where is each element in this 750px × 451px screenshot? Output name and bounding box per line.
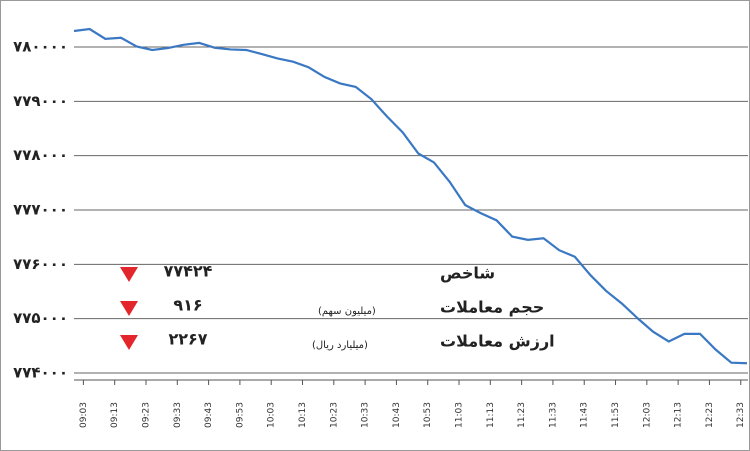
x-tick-label: 12:33 [736,402,746,428]
x-tick-label: 11:33 [548,402,558,428]
x-tick-label: 11:13 [486,402,496,428]
y-tick-label: ۷۷۷۰۰۰ [13,201,68,219]
indicator-value: ۹۱۶ [173,296,202,315]
y-tick-label: ۷۷۴۰۰۰ [13,364,68,382]
x-tick-label: 10:43 [392,402,402,428]
x-tick-label: 10:23 [329,402,339,428]
down-arrow [120,301,138,316]
indicator-label: شاخص [440,264,495,283]
x-tick-label: 09:03 [79,402,89,428]
x-tick-label: 11:53 [611,402,621,428]
x-tick-label: 12:13 [674,402,684,428]
down-arrow [120,335,138,350]
x-tick-label: 10:03 [267,402,277,428]
x-tick-label: 09:33 [173,402,183,428]
down-arrow [120,267,138,282]
x-tick-label: 10:53 [423,402,433,428]
line [73,27,748,365]
y-tick-label: ۷۸۰۰۰۰ [13,38,68,56]
indicator-value: ۲۲۶۷ [168,330,207,349]
x-tick-label: 11:03 [455,402,465,428]
y-tick-label: ۷۷۶۰۰۰ [13,255,68,273]
x-tick-label: 12:23 [705,402,715,428]
indicator-value: ۷۷۴۲۴ [164,262,213,281]
x-tick-label: 12:03 [642,402,652,428]
x-tick-label: 09:23 [141,402,151,428]
indicator-label: ارزش معاملات [440,332,555,351]
indicator-label: حجم معاملات [440,298,544,317]
y-tick-label: ۷۷۵۰۰۰ [13,309,68,327]
y-tick-label: ۷۷۸۰۰۰ [13,146,68,164]
indicator-unit: (میلیون سهم) [318,306,376,317]
x-tick-label: 10:13 [298,402,308,428]
x-tick-label: 11:43 [580,402,590,428]
x-tick-label: 10:33 [361,402,371,428]
x-tick-label: 09:13 [110,402,120,428]
indicator-unit: (میلیارد ریال) [312,340,368,351]
x-tick-label: 11:23 [517,402,527,428]
x-tick-label: 09:43 [204,402,214,428]
x-tick-label: 09:53 [235,402,245,428]
y-tick-label: ۷۷۹۰۰۰ [13,92,68,110]
